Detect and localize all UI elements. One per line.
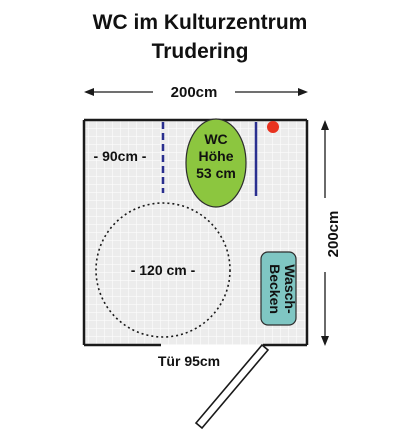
title-line-2: Trudering: [151, 40, 249, 63]
width-dimension-arrow: [84, 88, 308, 96]
wash-basin: [260, 251, 297, 326]
flush-button: [267, 121, 279, 133]
depth-label: 200cm: [325, 211, 342, 258]
basin-label-line-2: Becken: [267, 264, 283, 314]
depth-dimension-arrow: [321, 120, 329, 346]
title-line-1: WC im Kulturzentrum: [92, 11, 308, 34]
turning-circle: [95, 202, 231, 338]
door-leaf: [194, 343, 270, 430]
door-label: Tür 95cm: [158, 353, 220, 369]
basin-label-line-1: Wasch-: [282, 264, 298, 314]
wc-label-line-2: Höhe: [199, 148, 234, 164]
side-space-label: - 90cm -: [94, 148, 147, 164]
wc-label-line-3: 53 cm: [196, 165, 236, 181]
wc-toilet: [185, 118, 247, 208]
turning-circle-label: - 120 cm -: [131, 262, 196, 278]
wc-label-line-1: WC: [204, 131, 227, 147]
width-label: 200cm: [171, 84, 218, 101]
room-walls: [82, 118, 309, 347]
